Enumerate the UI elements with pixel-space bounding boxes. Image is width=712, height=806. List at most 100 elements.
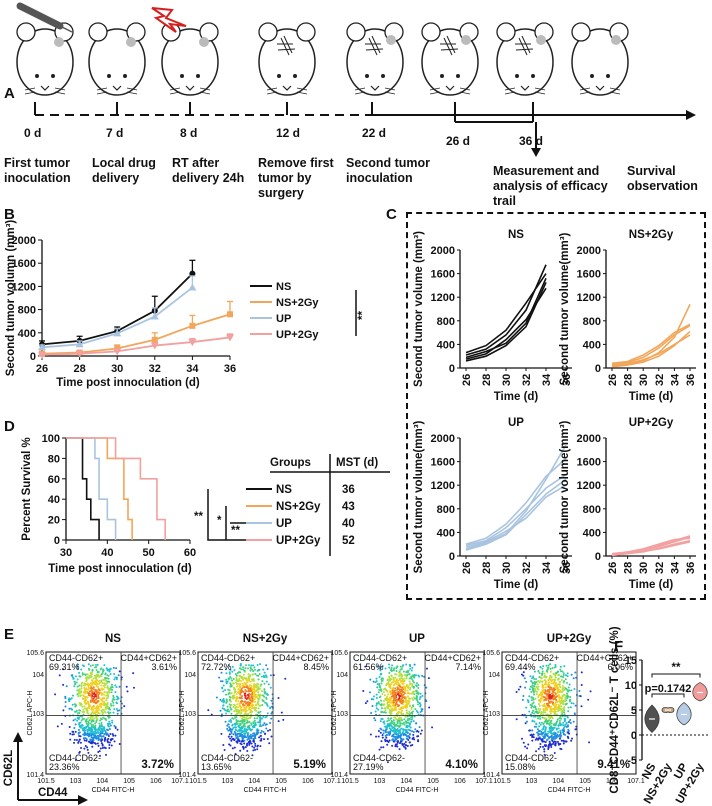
e-event [246, 738, 249, 741]
e-event [234, 706, 237, 709]
e-event [118, 742, 121, 745]
e-event [264, 732, 267, 735]
e-event [106, 686, 109, 689]
e-event [221, 699, 224, 702]
e-event [82, 713, 85, 716]
mouse-nose [40, 85, 50, 91]
e-event [99, 668, 102, 671]
b-legend-label: NS [276, 281, 291, 293]
f-pvalue: p=0.1742 [645, 683, 692, 695]
e-event [97, 737, 100, 740]
e-scatter-cloud [207, 663, 287, 757]
e-event [239, 705, 242, 708]
e-event [228, 743, 231, 746]
e-event [416, 711, 419, 714]
mouse-icon [258, 22, 316, 96]
e-event [108, 691, 111, 694]
b-series-line [41, 336, 231, 356]
e-event [263, 688, 266, 691]
e-xtick-label: 106 [150, 778, 162, 785]
e-event [90, 720, 93, 723]
e-event [112, 701, 115, 704]
e-event [236, 680, 239, 683]
e-event [230, 739, 233, 742]
e-event [218, 676, 221, 679]
e-event [97, 751, 100, 754]
e-event [263, 682, 266, 685]
e-event [232, 717, 235, 720]
mouse-ear [496, 22, 516, 42]
b-point [189, 322, 196, 329]
e-event [91, 710, 94, 713]
e-event [81, 715, 84, 718]
e-event [77, 741, 80, 744]
e-event [75, 681, 78, 684]
e-event [90, 712, 93, 715]
e-event [74, 723, 77, 726]
e-plot-xlabel: CD44 FITC-H [92, 787, 135, 794]
e-event [231, 682, 234, 685]
e-event [73, 727, 76, 730]
d-ytick-label: 80 [48, 453, 60, 465]
e-event [386, 720, 389, 723]
e-event [250, 699, 253, 702]
e-event [395, 743, 398, 746]
e-event [238, 726, 241, 729]
e-event [380, 682, 383, 685]
e-event [226, 727, 229, 730]
e-event [389, 678, 392, 681]
e-event [248, 679, 251, 682]
e-event [388, 671, 391, 674]
e-event [234, 732, 237, 735]
e-event [89, 722, 92, 725]
e-event [256, 697, 259, 700]
e-event [234, 728, 237, 731]
e-xtick-label: 105 [275, 778, 287, 785]
e-event [244, 700, 247, 703]
c-ytick-label: 1600 [577, 457, 601, 469]
e-event [380, 699, 383, 702]
mouse-eye [515, 74, 519, 78]
e-event [96, 685, 99, 688]
e-q-ur: CD44+CD62+ [120, 653, 177, 663]
mouse-icon [571, 22, 629, 96]
e-event [428, 706, 431, 709]
b-xtick-label: 32 [149, 363, 161, 375]
e-event [81, 673, 84, 676]
e-event [91, 664, 94, 667]
e-event [240, 668, 243, 671]
e-event [83, 726, 86, 729]
e-event [242, 703, 245, 706]
e-event [252, 700, 255, 703]
e-event [94, 689, 97, 692]
e-event [101, 697, 104, 700]
e-event [112, 734, 115, 737]
e-ytick-label: 105.6 [26, 650, 44, 657]
e-event [228, 729, 231, 732]
e-event [94, 680, 97, 683]
e-event [405, 720, 408, 723]
e-event [233, 730, 236, 733]
e-event [401, 674, 404, 677]
e-event [87, 692, 90, 695]
e-event [118, 685, 121, 688]
e-event [60, 722, 63, 725]
e-event [256, 733, 259, 736]
e-event [226, 680, 229, 683]
c-xtick-label: 26 [607, 562, 619, 574]
d-survival-curve [66, 437, 117, 540]
c-xlabel: Time (d) [494, 579, 539, 591]
e-event [240, 719, 243, 722]
e-event [74, 704, 77, 707]
e-event [405, 677, 408, 680]
e-event [260, 675, 263, 678]
e-event [114, 727, 117, 730]
e-event [249, 733, 252, 736]
e-event [81, 664, 84, 667]
e-event [413, 738, 416, 741]
e-event [246, 734, 249, 737]
e-event [104, 684, 107, 687]
e-event [233, 687, 236, 690]
e-event [267, 683, 270, 686]
e-event [244, 746, 247, 749]
